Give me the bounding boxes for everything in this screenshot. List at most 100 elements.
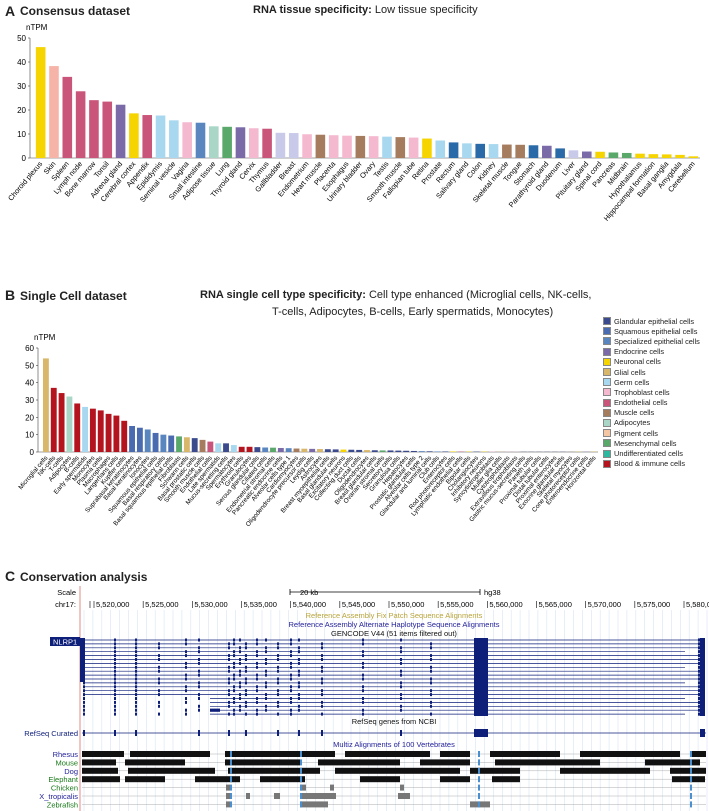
single-cell-bar[interactable] bbox=[371, 450, 378, 452]
single-cell-bar[interactable] bbox=[418, 451, 425, 452]
consensus-bar[interactable] bbox=[155, 115, 166, 158]
species-label[interactable]: Dog bbox=[64, 767, 78, 776]
consensus-bar[interactable] bbox=[462, 143, 472, 158]
consensus-bar[interactable] bbox=[115, 104, 126, 158]
consensus-bar[interactable] bbox=[435, 140, 446, 158]
species-label[interactable]: Mouse bbox=[55, 758, 78, 767]
consensus-bar[interactable] bbox=[235, 127, 246, 158]
refseq-label[interactable]: RefSeq Curated bbox=[24, 729, 78, 738]
single-cell-bar[interactable] bbox=[191, 438, 198, 452]
consensus-bar[interactable] bbox=[648, 154, 659, 158]
single-cell-bar[interactable] bbox=[293, 448, 300, 452]
consensus-bar[interactable] bbox=[515, 144, 525, 158]
consensus-bar[interactable] bbox=[35, 47, 46, 158]
consensus-bar[interactable] bbox=[408, 137, 419, 158]
single-cell-bar[interactable] bbox=[348, 449, 355, 452]
consensus-bar[interactable] bbox=[542, 145, 552, 158]
refseq-transcript[interactable] bbox=[82, 729, 706, 737]
consensus-bar[interactable] bbox=[488, 144, 499, 158]
consensus-bar[interactable] bbox=[528, 145, 539, 158]
single-cell-bar[interactable] bbox=[317, 449, 323, 452]
single-cell-bar[interactable] bbox=[121, 420, 128, 452]
consensus-bar[interactable] bbox=[355, 135, 366, 158]
consensus-bar[interactable] bbox=[262, 128, 272, 158]
single-cell-bar[interactable] bbox=[160, 434, 167, 452]
consensus-bar[interactable] bbox=[129, 113, 139, 158]
single-cell-bar[interactable] bbox=[246, 446, 253, 452]
consensus-bar[interactable] bbox=[368, 136, 379, 158]
species-label[interactable]: Chicken bbox=[51, 784, 78, 793]
species-label[interactable]: X_tropicalis bbox=[39, 792, 78, 801]
consensus-bar[interactable] bbox=[102, 101, 113, 158]
species-label[interactable]: Zebrafish bbox=[47, 800, 78, 809]
single-cell-bar[interactable] bbox=[230, 445, 237, 452]
consensus-bar[interactable] bbox=[49, 66, 59, 158]
single-cell-bar[interactable] bbox=[42, 358, 49, 452]
consensus-bar[interactable] bbox=[635, 153, 645, 158]
single-cell-bar[interactable] bbox=[89, 408, 96, 452]
single-cell-bar[interactable] bbox=[136, 427, 143, 452]
refseq-track-title[interactable]: RefSeq genes from NCBI bbox=[352, 717, 437, 726]
consensus-bar[interactable] bbox=[595, 151, 605, 158]
single-cell-bar[interactable] bbox=[105, 413, 112, 452]
consensus-bar[interactable] bbox=[222, 126, 232, 158]
single-cell-bar[interactable] bbox=[152, 432, 159, 452]
single-cell-bar[interactable] bbox=[199, 439, 206, 452]
consensus-bar[interactable] bbox=[675, 154, 685, 158]
single-cell-bar[interactable] bbox=[434, 451, 441, 452]
fix-patch-track[interactable]: Reference Assembly Fix Patch Sequence Al… bbox=[306, 611, 483, 620]
single-cell-bar[interactable] bbox=[309, 448, 316, 452]
consensus-bar[interactable] bbox=[342, 135, 352, 158]
consensus-bar[interactable] bbox=[62, 76, 73, 158]
single-cell-bar[interactable] bbox=[403, 450, 410, 452]
consensus-bar[interactable] bbox=[315, 134, 326, 158]
consensus-bar[interactable] bbox=[75, 91, 86, 158]
gencode-track-title[interactable]: GENCODE V44 (51 items filtered out) bbox=[331, 629, 457, 638]
single-cell-bar[interactable] bbox=[450, 451, 457, 452]
single-cell-bar[interactable] bbox=[176, 436, 182, 452]
single-cell-bar[interactable] bbox=[58, 393, 65, 452]
consensus-bar[interactable] bbox=[209, 126, 219, 158]
species-label[interactable]: Elephant bbox=[48, 775, 79, 784]
single-cell-bar[interactable] bbox=[207, 441, 214, 452]
single-cell-bar[interactable] bbox=[113, 415, 120, 452]
consensus-bar[interactable] bbox=[448, 142, 459, 158]
consensus-bar[interactable] bbox=[302, 134, 312, 158]
consensus-bar[interactable] bbox=[182, 122, 192, 158]
consensus-bar[interactable] bbox=[661, 154, 672, 158]
single-cell-bar[interactable] bbox=[129, 426, 135, 452]
single-cell-bar[interactable] bbox=[144, 429, 151, 452]
single-cell-bar[interactable] bbox=[97, 410, 104, 452]
consensus-bar[interactable] bbox=[688, 156, 699, 158]
consensus-bar[interactable] bbox=[502, 144, 512, 158]
consensus-bar[interactable] bbox=[608, 152, 619, 158]
single-cell-bar[interactable] bbox=[332, 449, 339, 452]
gencode-transcripts[interactable] bbox=[80, 638, 705, 716]
single-cell-bar[interactable] bbox=[340, 449, 347, 452]
single-cell-bar[interactable] bbox=[168, 435, 175, 452]
gene-label[interactable]: NLRP1 bbox=[53, 638, 77, 647]
single-cell-bar[interactable] bbox=[277, 448, 284, 452]
single-cell-bar[interactable] bbox=[66, 396, 73, 452]
consensus-bar[interactable] bbox=[395, 137, 406, 158]
consensus-bar[interactable] bbox=[555, 148, 565, 158]
single-cell-bar[interactable] bbox=[356, 449, 363, 452]
consensus-bar[interactable] bbox=[382, 136, 392, 158]
single-cell-bar[interactable] bbox=[238, 446, 245, 452]
single-cell-bar[interactable] bbox=[223, 443, 229, 452]
single-cell-bar[interactable] bbox=[301, 448, 308, 452]
single-cell-bar[interactable] bbox=[426, 451, 433, 452]
single-cell-bar[interactable] bbox=[442, 451, 449, 452]
single-cell-bar[interactable] bbox=[324, 449, 331, 452]
consensus-bar[interactable] bbox=[581, 151, 592, 158]
single-cell-bar[interactable] bbox=[50, 387, 57, 452]
single-cell-bar[interactable] bbox=[411, 450, 417, 452]
conservation-tracks[interactable] bbox=[82, 751, 706, 808]
single-cell-bar[interactable] bbox=[285, 448, 292, 452]
gene-label-box[interactable] bbox=[50, 637, 80, 646]
single-cell-bar[interactable] bbox=[262, 447, 269, 452]
single-cell-bar[interactable] bbox=[379, 450, 386, 452]
consensus-bar[interactable] bbox=[275, 132, 286, 158]
single-cell-bar[interactable] bbox=[387, 450, 394, 452]
single-cell-bar[interactable] bbox=[74, 403, 81, 452]
